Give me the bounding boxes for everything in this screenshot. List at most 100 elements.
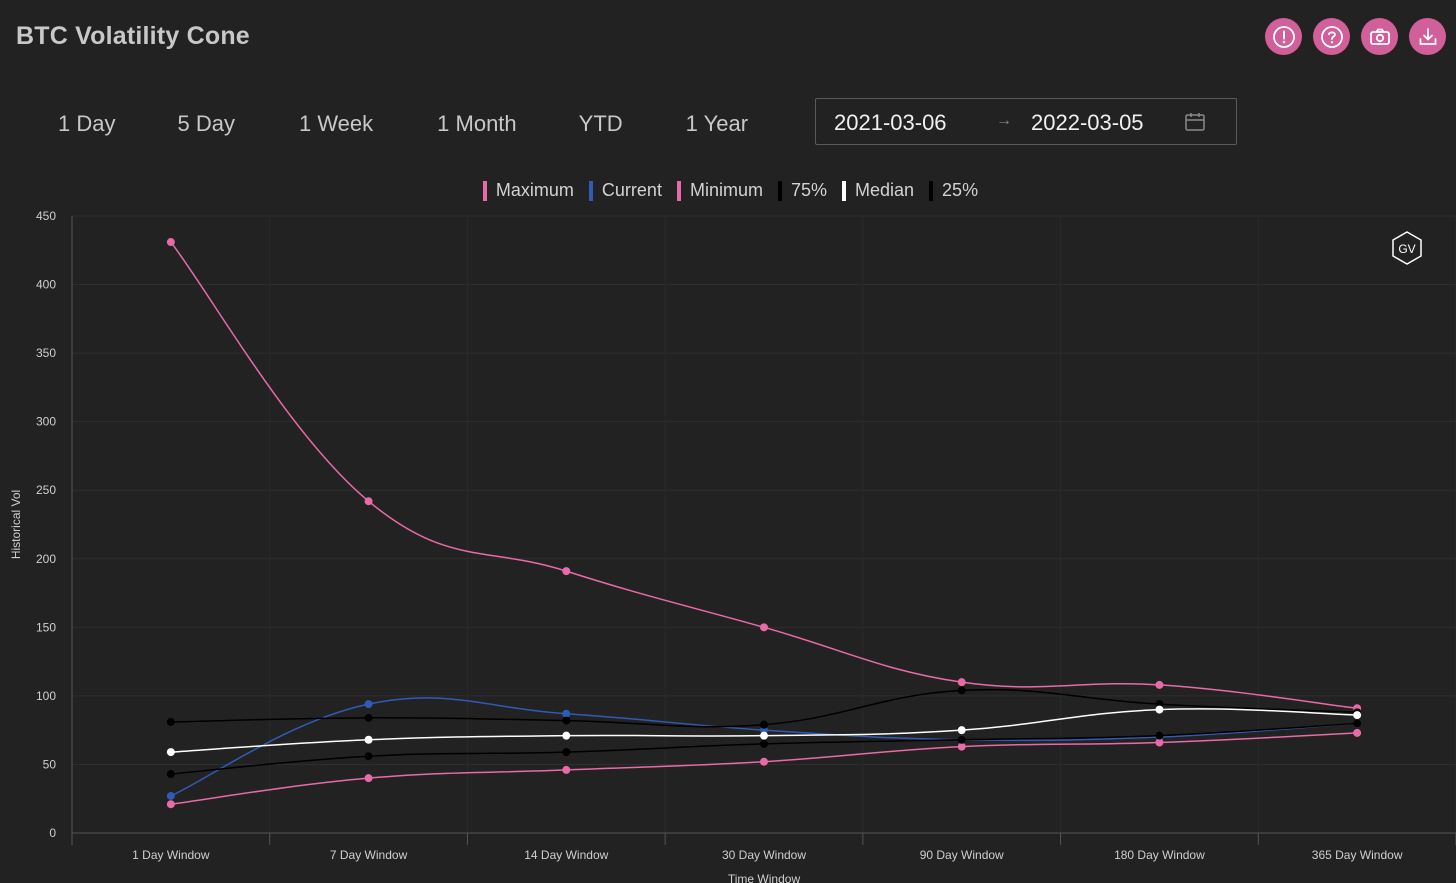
page-title: BTC Volatility Cone [16,22,250,50]
y-axis-title: Historical Vol [9,490,23,559]
help-button[interactable] [1313,18,1350,55]
data-point-current[interactable] [166,791,175,800]
download-button[interactable] [1409,18,1446,55]
data-point-median[interactable] [957,726,966,735]
date-start-input[interactable]: 2021-03-06 [834,110,947,135]
data-point-75pct[interactable] [364,713,373,722]
x-tick-label: 1 Day Window [132,848,210,862]
legend-item[interactable]: 25% [919,180,978,201]
data-point-minimum[interactable] [1155,738,1164,747]
camera-icon [1369,28,1390,45]
series-line-maximum [170,241,1358,709]
data-point-75pct[interactable] [1155,700,1164,709]
data-point-median[interactable] [364,735,373,744]
legend-label: 25% [942,180,979,200]
legend-label: Current [601,180,662,200]
data-point-current[interactable] [364,700,373,709]
legend-item[interactable]: Minimum [667,180,763,201]
data-point-median[interactable] [760,731,768,740]
data-point-75pct[interactable] [166,717,175,726]
data-point-median[interactable] [562,731,571,740]
legend-item[interactable]: 75% [768,180,827,201]
date-end-input[interactable]: 2022-03-05 [1031,110,1144,135]
series-maximum [166,238,1362,713]
data-point-75pct[interactable] [760,720,768,729]
legend-swatch [777,180,782,201]
watermark-text: GV [1398,242,1415,256]
tab-1-week[interactable]: 1 Week [298,111,374,136]
data-point-minimum[interactable] [166,800,175,809]
tab-1-year[interactable]: 1 Year [685,111,749,136]
data-point-current[interactable] [562,709,571,718]
tab-1-month[interactable]: 1 Month [437,111,517,136]
data-point-25pct[interactable] [166,770,175,779]
help-icon [1320,25,1343,48]
series-median [166,705,1362,757]
data-point-25pct[interactable] [957,735,966,744]
data-point-25pct[interactable] [1353,719,1362,728]
data-point-25pct[interactable] [364,752,373,761]
data-point-median[interactable] [166,748,175,757]
chart-axes: 0 50 100 150 200 250 300 350 400 450 1 Day Window 7… [9,209,1456,883]
series-current [166,697,1362,800]
tab-5-day[interactable]: 5 Day [177,111,235,136]
data-point-maximum[interactable] [957,678,966,687]
data-point-maximum[interactable] [364,497,373,506]
data-point-maximum[interactable] [1155,680,1164,689]
legend-label: Minimum [689,180,763,200]
legend-item[interactable]: Current [579,180,662,201]
legend-label: Maximum [495,180,574,200]
y-tick-label: 50 [43,757,57,771]
data-point-25pct[interactable] [760,739,768,748]
legend-swatch [676,180,681,201]
y-tick-label: 300 [36,415,56,429]
legend-swatch [482,180,487,201]
y-tick-label: 400 [36,278,56,292]
alert-button[interactable] [1265,18,1302,55]
series-25pct [166,719,1362,779]
y-tick-label: 450 [36,209,56,223]
y-tick-label: 0 [49,826,56,840]
data-point-minimum[interactable] [562,765,571,774]
series-75pct [166,686,1362,729]
data-point-maximum[interactable] [760,623,768,632]
legend-label: 75% [790,180,827,200]
y-tick-label: 250 [36,483,56,497]
data-point-75pct[interactable] [562,716,571,725]
data-point-minimum[interactable] [1353,728,1362,737]
chart-legend: Maximum Current Minimum 75% Median 25% [0,180,1456,201]
data-point-minimum[interactable] [760,757,768,766]
data-point-75pct[interactable] [957,686,966,695]
data-point-25pct[interactable] [562,748,571,757]
toolbar [1265,18,1446,55]
legend-swatch [842,180,846,201]
data-point-median[interactable] [1155,705,1164,714]
x-tick-label: 90 Day Window [920,848,1004,862]
legend-item[interactable]: Maximum [473,180,574,201]
data-point-25pct[interactable] [1155,731,1164,740]
data-point-median[interactable] [1353,711,1362,720]
legend-item[interactable]: Median [832,180,914,201]
data-point-maximum[interactable] [166,238,175,247]
data-point-minimum[interactable] [957,742,966,751]
x-tick-label: 180 Day Window [1114,848,1205,862]
watermark-logo: GV [1392,231,1422,265]
date-separator: → [996,112,1012,129]
x-tick-label: 365 Day Window [1312,848,1403,862]
y-tick-label: 150 [36,620,56,634]
series-minimum [166,728,1362,809]
legend-swatch [588,180,593,201]
tab-ytd[interactable]: YTD [578,111,623,136]
date-range-picker[interactable]: 2021-03-06 → 2022-03-05 [815,98,1237,145]
data-point-current[interactable] [760,726,768,735]
screenshot-button[interactable] [1361,18,1398,55]
calendar-icon[interactable] [1184,111,1206,133]
data-point-maximum[interactable] [562,567,571,576]
data-point-minimum[interactable] [364,774,373,783]
legend-swatch [929,180,934,201]
legend-label: Median [855,180,915,200]
y-tick-label: 350 [36,346,56,360]
tab-1-day[interactable]: 1 Day [58,111,116,136]
